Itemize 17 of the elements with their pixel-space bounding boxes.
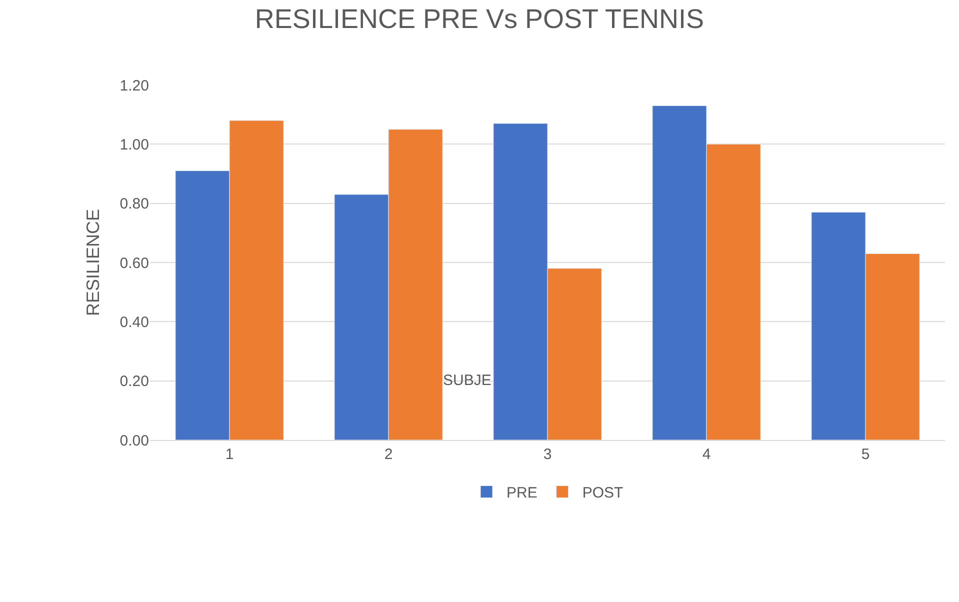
y-tick-label: 0.80	[120, 196, 149, 213]
legend-label: POST	[582, 484, 624, 502]
y-tick-label: 1.00	[120, 136, 149, 154]
y-tick-label: 1.20	[120, 77, 149, 94]
x-tick-label: 3	[543, 446, 552, 463]
y-tick-label: 0.40	[120, 314, 149, 331]
x-tick-label: 1	[225, 446, 234, 463]
y-axis-title: RESILIENCE	[82, 208, 103, 316]
y-tick-label: 0.20	[120, 373, 149, 390]
y-tick-label: 0.60	[120, 254, 149, 272]
x-tick-label: 2	[384, 446, 393, 463]
annotation: SUBJE	[443, 372, 492, 389]
chart-title: RESILIENCE PRE Vs POST TENNIS	[254, 4, 704, 34]
x-tick-label: 5	[861, 446, 870, 463]
x-tick-label: 4	[702, 446, 711, 463]
y-tick-label: 0.00	[120, 432, 149, 450]
legend-label: PRE	[506, 484, 538, 502]
